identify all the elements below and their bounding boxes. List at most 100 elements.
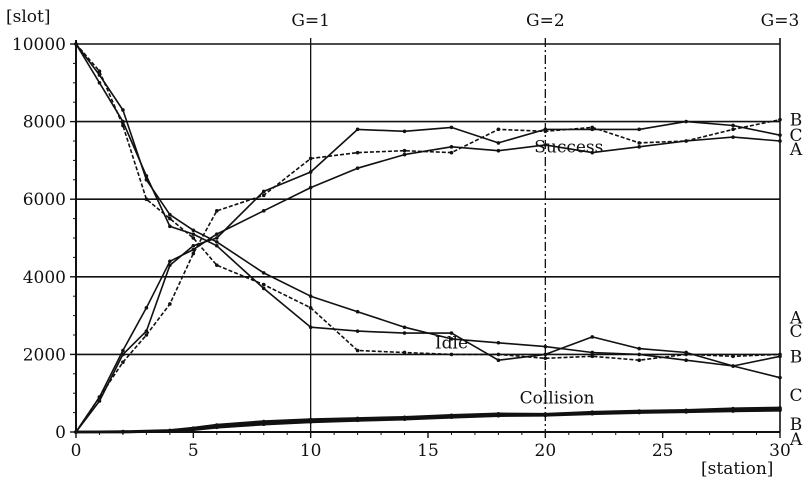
data-point xyxy=(97,69,102,73)
data-point xyxy=(449,413,454,418)
data-point xyxy=(684,350,688,355)
data-point xyxy=(191,232,196,236)
data-point xyxy=(637,127,641,132)
data-point xyxy=(496,127,501,132)
data-point xyxy=(543,356,548,361)
y-tick-label: 8000 xyxy=(23,113,66,133)
series-end-label: B xyxy=(790,347,803,367)
data-point xyxy=(355,348,360,353)
data-point xyxy=(308,156,313,161)
y-tick-label: 4000 xyxy=(23,268,66,288)
series-idle-a xyxy=(75,43,781,379)
x-tick-label: 0 xyxy=(71,441,82,461)
data-point xyxy=(355,150,360,155)
data-point xyxy=(590,410,595,415)
data-point xyxy=(261,193,266,198)
data-point xyxy=(543,412,548,416)
data-point xyxy=(215,209,219,213)
x-tick-label: 5 xyxy=(188,441,199,461)
series-success-a xyxy=(75,136,781,433)
x-tick-label: 25 xyxy=(652,441,674,461)
load-marker-label: G=2 xyxy=(526,11,565,31)
data-point xyxy=(121,348,125,353)
series-collision-c xyxy=(75,406,781,434)
series-end-label: B xyxy=(790,111,803,131)
series-end-label: C xyxy=(789,322,802,342)
data-point xyxy=(449,125,454,130)
data-point xyxy=(684,358,688,363)
data-point xyxy=(637,141,641,145)
group-label: Idle xyxy=(435,334,468,354)
data-point xyxy=(97,81,102,85)
data-point xyxy=(590,150,595,155)
data-point xyxy=(121,119,125,124)
data-point xyxy=(590,127,595,132)
data-point xyxy=(402,350,407,355)
data-point xyxy=(121,352,125,357)
x-tick-label: 20 xyxy=(535,441,557,461)
data-point xyxy=(308,294,313,299)
data-point xyxy=(215,263,219,267)
data-point xyxy=(168,212,172,217)
series-end-label: C xyxy=(789,126,802,146)
data-point xyxy=(308,306,313,310)
data-point xyxy=(731,127,735,132)
data-point xyxy=(308,185,313,190)
data-point xyxy=(355,329,360,333)
data-point xyxy=(496,358,501,363)
load-marker-label: G=3 xyxy=(761,11,800,31)
data-point xyxy=(261,209,266,213)
data-point xyxy=(74,42,78,46)
data-point xyxy=(590,354,595,359)
series-idle-c xyxy=(75,43,781,367)
data-point xyxy=(97,399,102,403)
data-point xyxy=(496,352,501,357)
series-end-label: B xyxy=(790,415,803,435)
data-point xyxy=(449,331,454,335)
data-point xyxy=(191,251,196,256)
data-point xyxy=(637,409,641,413)
data-point xyxy=(215,240,219,244)
group-label: Success xyxy=(534,138,603,158)
data-point xyxy=(684,119,688,124)
data-point xyxy=(191,228,196,233)
data-point xyxy=(144,329,149,333)
data-point xyxy=(74,430,78,434)
data-point xyxy=(355,166,360,170)
data-point xyxy=(168,259,172,264)
data-point xyxy=(402,148,407,153)
data-point xyxy=(261,419,266,424)
data-point xyxy=(778,406,782,410)
data-point xyxy=(191,236,196,240)
grid-lines xyxy=(76,38,780,432)
y-axis-label: [slot] xyxy=(6,7,51,27)
data-point xyxy=(543,344,548,349)
data-point xyxy=(168,428,172,433)
data-point xyxy=(543,127,548,132)
data-point xyxy=(261,286,266,291)
data-point xyxy=(355,416,360,421)
y-tick-label: 0 xyxy=(55,423,66,443)
data-point xyxy=(684,139,688,143)
data-point xyxy=(121,360,125,364)
data-point xyxy=(355,309,360,314)
data-point xyxy=(215,236,219,240)
data-point xyxy=(121,108,125,112)
data-point xyxy=(144,174,149,178)
data-point xyxy=(731,354,735,359)
x-tick-label: 30 xyxy=(769,441,791,461)
x-tick-label: 15 xyxy=(417,441,439,461)
data-point xyxy=(168,263,172,267)
data-point xyxy=(144,306,149,310)
data-point xyxy=(308,170,313,174)
data-point xyxy=(215,243,219,248)
series-end-label: A xyxy=(789,430,803,450)
data-point xyxy=(355,127,360,132)
series-success-b xyxy=(75,118,781,433)
data-point xyxy=(144,333,149,337)
data-point xyxy=(261,189,266,194)
data-point xyxy=(191,426,196,430)
data-point xyxy=(590,335,595,339)
data-point xyxy=(496,148,501,153)
